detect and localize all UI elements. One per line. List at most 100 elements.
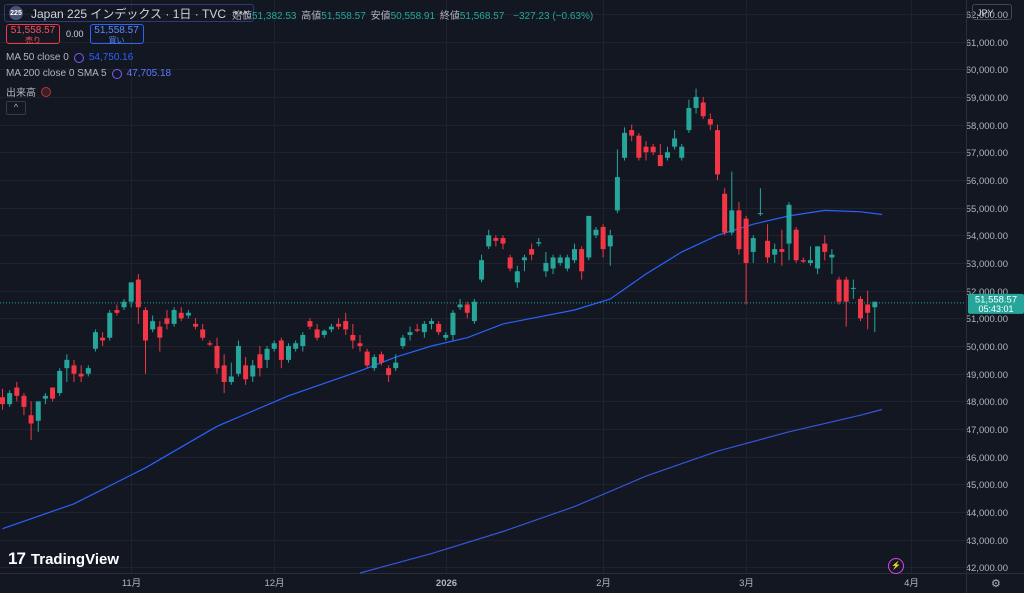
last-price-tag (968, 293, 1024, 314)
candle-body (729, 210, 735, 233)
candle-body (486, 235, 492, 247)
candle-body (371, 357, 377, 369)
candle-body (507, 257, 513, 269)
trade-panel: 51,558.57 売り 0.00 51,558.57 買い (6, 24, 144, 45)
currency-selector[interactable]: JPY (972, 4, 1012, 20)
indicator-label: MA 200 close 0 SMA 5 (6, 68, 107, 79)
candle-body (135, 279, 141, 308)
candle-body (214, 346, 220, 369)
candle-body (450, 312, 456, 335)
low-value: 50,558.91 (390, 11, 436, 22)
candle-body (536, 242, 542, 244)
more-options-icon[interactable]: ••• (234, 7, 249, 19)
candle-body (557, 257, 563, 263)
indicator-ma200[interactable]: MA 200 close 0 SMA 5 47,705.18 (6, 68, 171, 79)
candle-body (100, 337, 106, 341)
candle-body (250, 365, 256, 377)
candle-body (850, 287, 856, 289)
indicator-label: MA 50 close 0 (6, 52, 69, 63)
candle-body (493, 238, 499, 241)
candle-body (822, 243, 828, 252)
candle-body (21, 395, 27, 407)
symbol-header: 225 Japan 225 インデックス · 1日 · TVC ••• (4, 4, 254, 22)
candle-body (443, 334, 449, 338)
candle-body (193, 323, 199, 327)
indicator-label: 出来高 (6, 88, 36, 99)
candle-body (579, 249, 585, 272)
indicator-settings-icon[interactable] (111, 68, 122, 79)
indicator-volume[interactable]: 出来高 (6, 84, 51, 99)
candle-body (400, 337, 406, 347)
sell-label: 売り (25, 36, 41, 45)
y-tick-label: 56,000.00 (966, 176, 1008, 187)
symbol-badge: 225 (9, 6, 23, 20)
ma50-line (2, 209, 883, 530)
candle-body (257, 354, 263, 369)
x-tick-label: 3月 (739, 578, 754, 589)
candle-body (143, 310, 148, 341)
tradingview-logo-text: TradingView (30, 550, 120, 568)
gear-icon[interactable]: ⚙ (991, 578, 1001, 590)
candle-body (57, 370, 63, 394)
candle-body (0, 397, 5, 405)
indicator-ma50[interactable]: MA 50 close 0 54,750.16 (6, 52, 133, 63)
candle-body (414, 329, 420, 331)
low-label: 安値 (370, 11, 391, 22)
bar-countdown-label: 05:43:01 (978, 304, 1013, 314)
sell-button[interactable]: 51,558.57 売り (6, 24, 60, 45)
candle-body (278, 340, 284, 360)
candle-body (793, 229, 799, 261)
candle-body (736, 210, 742, 250)
y-tick-label: 50,000.00 (966, 342, 1008, 353)
candle-body (586, 215, 592, 258)
candle-body (221, 365, 227, 382)
candle-body (150, 321, 156, 330)
y-tick-label: 58,000.00 (966, 121, 1008, 132)
x-tick-label: 2月 (596, 578, 611, 589)
close-value: 51,568.57 (459, 11, 505, 22)
candle-body (858, 298, 863, 319)
candle-body (593, 229, 599, 236)
candle-body (121, 301, 127, 308)
candle-body (693, 96, 699, 108)
candle-body (178, 312, 184, 319)
candle-body (672, 138, 678, 147)
symbol-title: Japan 225 インデックス · 1日 · TVC (31, 6, 227, 21)
collapse-legend-button[interactable]: ^ (6, 101, 26, 115)
candle-body (722, 193, 728, 233)
candle-body (564, 257, 570, 269)
candle-body (686, 107, 692, 131)
indicator-settings-icon[interactable] (73, 52, 84, 63)
open-label: 始値 (232, 11, 252, 22)
y-tick-label: 42,000.00 (966, 563, 1008, 574)
candle-body (629, 130, 635, 136)
candle-body (750, 238, 756, 252)
candle-body (614, 177, 620, 211)
candle-body (92, 332, 98, 349)
candle-body (286, 346, 291, 360)
candle-body (471, 301, 477, 322)
candle-body (421, 323, 427, 333)
candle-body (757, 213, 763, 215)
candle-body (7, 393, 13, 405)
candle-body (607, 235, 613, 247)
indicator-hidden-icon[interactable] (41, 86, 51, 97)
buy-label: 買い (108, 36, 125, 45)
candle-body (572, 249, 577, 261)
candle-body (779, 249, 785, 252)
y-tick-label: 48,000.00 (966, 397, 1008, 408)
sell-price: 51,558.57 (10, 25, 56, 36)
candle-body (243, 365, 249, 380)
buy-button[interactable]: 51,558.57 買い (89, 24, 144, 45)
y-tick-label: 43,000.00 (966, 536, 1008, 547)
y-tick-label: 53,000.00 (966, 259, 1008, 270)
symbol-selector[interactable]: 225 Japan 225 インデックス · 1日 · TVC ••• (4, 4, 254, 22)
candle-body (700, 102, 706, 117)
candle-body (436, 323, 442, 333)
candle-body (514, 271, 520, 283)
y-tick-label: 51,000.00 (966, 314, 1008, 325)
flash-icon[interactable]: ⚡ (888, 558, 904, 574)
candle-body (464, 304, 470, 313)
x-tick-label: 2026 (436, 578, 457, 589)
